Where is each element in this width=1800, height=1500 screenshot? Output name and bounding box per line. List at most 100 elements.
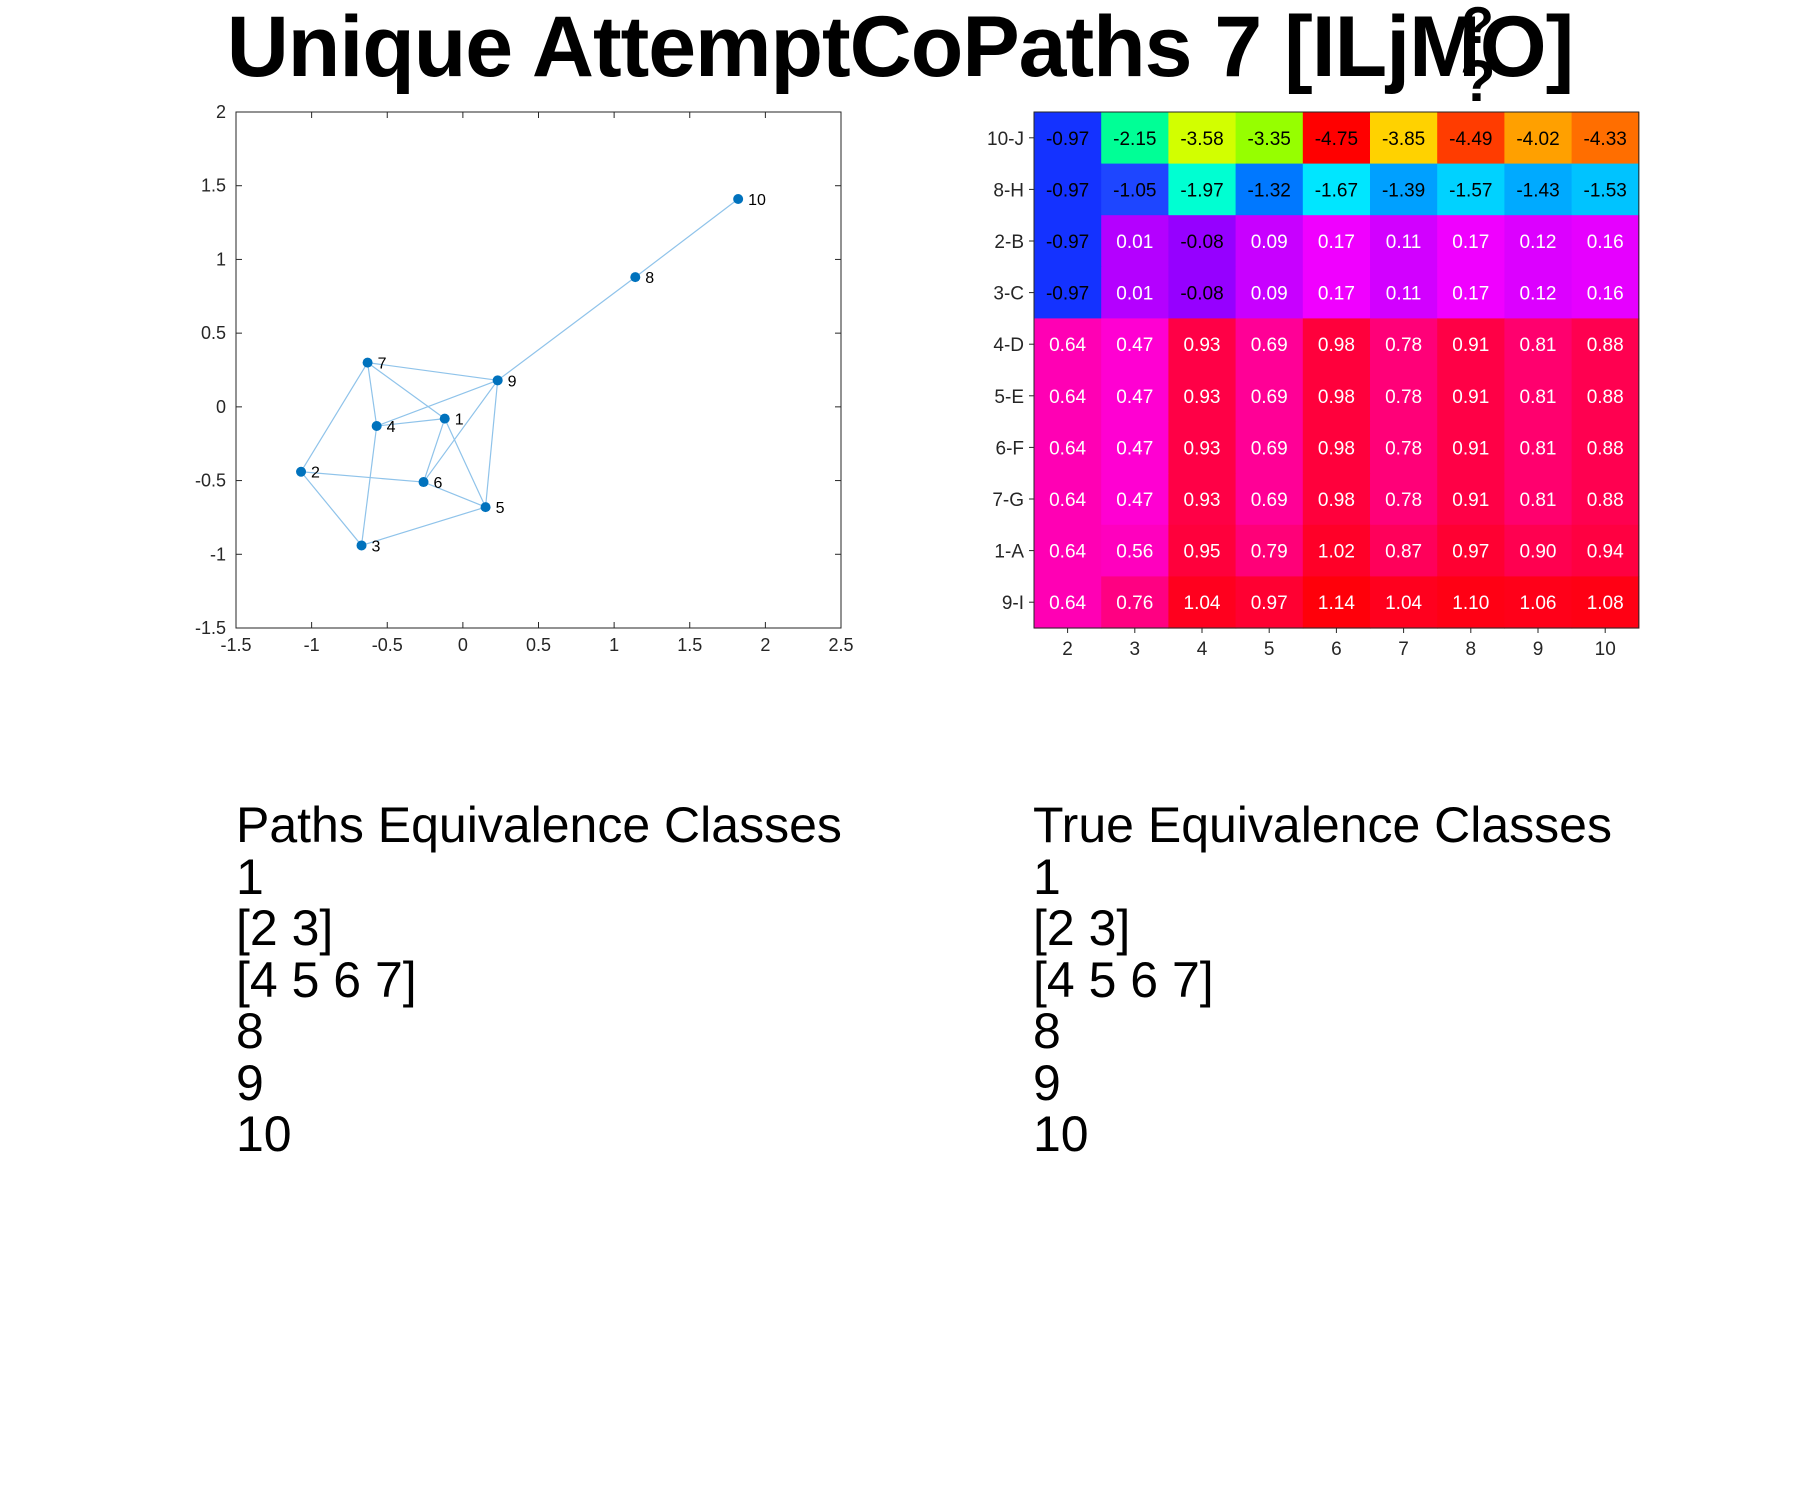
- heatmap-cell: [1504, 215, 1573, 268]
- heatmap-cell-label: 1.08: [1587, 593, 1624, 614]
- heatmap-cell-label: 0.17: [1318, 284, 1355, 305]
- heatmap-cell-label: 0.93: [1184, 490, 1221, 511]
- y-tick-label: 1: [216, 249, 226, 269]
- heatmap-cell-label: 0.64: [1049, 542, 1086, 563]
- heatmap-cell-label: 0.81: [1520, 387, 1557, 408]
- heatmap-cell: [1235, 318, 1304, 371]
- heatmap-cell: [1168, 370, 1237, 423]
- heatmap-cell: [1571, 524, 1640, 577]
- heatmap-cell-label: 0.97: [1452, 542, 1489, 563]
- heatmap-cell-label: 0.81: [1520, 438, 1557, 459]
- heatmap-cell-label: 0.11: [1386, 284, 1422, 305]
- heatmap-cell: [1571, 370, 1640, 423]
- heatmap-cell: [1571, 163, 1640, 216]
- heatmap-cell-label: 0.01: [1116, 284, 1153, 305]
- heatmap-cell: [1302, 112, 1371, 165]
- heatmap-cell-label: -1.97: [1180, 180, 1223, 201]
- paths-class-item: 8: [236, 1003, 264, 1059]
- heatmap-cell: [1168, 266, 1237, 319]
- heatmap-cell: [1235, 215, 1304, 268]
- heatmap-cell: [1034, 215, 1102, 268]
- page-title: Unique AttemptCoPaths 7 [ILjMO]: [0, 4, 1800, 90]
- graph-plot: -1.5 -1 -0.5 0 0.5 1 1.5 2 2.5 -1.5 -1 -0.5 0 0.5 1 1.5…: [195, 102, 854, 655]
- heatmap-cell-label: -3.58: [1180, 129, 1223, 150]
- heatmap-cell: [1370, 576, 1438, 629]
- true-class-item: [4 5 6 7]: [1033, 951, 1214, 1008]
- heatmap-cell: [1504, 163, 1573, 216]
- heatmap-cell-label: 1.04: [1184, 593, 1221, 614]
- node-label: 7: [378, 356, 387, 373]
- node-label: 10: [748, 192, 766, 209]
- node-label: 5: [496, 500, 505, 517]
- heatmap-cell: [1168, 421, 1237, 474]
- x-tick-label: 2.5: [828, 635, 853, 655]
- heatmap-cell-label: 0.09: [1251, 232, 1288, 253]
- graph-node: [733, 193, 744, 204]
- heatmap-cell-label: 0.91: [1452, 387, 1489, 408]
- heatmap-row-label: 6-F: [996, 438, 1025, 459]
- heatmap-row-label: 7-G: [992, 490, 1024, 511]
- heatmap-cell: [1437, 576, 1505, 629]
- heatmap-cell: [1101, 421, 1169, 474]
- graph-edge: [422, 418, 446, 483]
- heatmap-cell: [1168, 473, 1237, 526]
- heatmap-cell-label: 0.93: [1184, 335, 1221, 356]
- heatmap-col-label: 7: [1398, 639, 1409, 660]
- heatmap-cell-label: -4.75: [1315, 129, 1358, 150]
- heatmap-cell: [1571, 576, 1640, 629]
- heatmap-cell-label: 0.88: [1587, 438, 1624, 459]
- heatmap-cell: [1034, 318, 1102, 371]
- heatmap-row-label: 8-H: [993, 180, 1024, 201]
- heatmap-cell: [1101, 473, 1169, 526]
- heatmap-cell: [1370, 215, 1438, 268]
- heatmap-cell-label: 0.01: [1116, 232, 1153, 253]
- heatmap-cell: [1571, 266, 1640, 319]
- heatmap-cell: [1235, 473, 1304, 526]
- heatmap-cell-label: -1.53: [1584, 180, 1627, 201]
- graph-edge: [366, 362, 378, 427]
- y-tick-label: -1.5: [195, 618, 226, 638]
- heatmap-cell: [1302, 576, 1371, 629]
- heatmap-col-label: 2: [1062, 639, 1073, 660]
- graph-edge: [361, 506, 486, 547]
- charts-canvas: -1.5 -1 -0.5 0 0.5 1 1.5 2 2.5 -1.5 -1 -0.5 0 0.5 1 1.5…: [195, 102, 1640, 660]
- heatmap-cell-label: -1.32: [1248, 180, 1291, 201]
- true-equivalence-classes: True Equivalence Classes 1 [2 3] [4 5 6 …: [1033, 799, 1612, 1161]
- paths-class-item: [2 3]: [236, 900, 334, 956]
- heatmap-cell: [1302, 318, 1371, 371]
- true-class-item: 9: [1033, 1054, 1061, 1111]
- heatmap-cell-label: 0.64: [1049, 387, 1086, 408]
- heatmap-cell: [1370, 524, 1438, 577]
- heatmap-cell: [1302, 524, 1371, 577]
- heatmap-cell: [1034, 163, 1102, 216]
- heatmap-row-label: 1-A: [994, 542, 1024, 563]
- heatmap-cell-label: -4.02: [1516, 129, 1559, 150]
- paths-class-item: 10: [236, 1106, 292, 1162]
- heatmap-cell: [1168, 112, 1237, 165]
- heatmap-cell: [1437, 524, 1505, 577]
- graph-edge: [367, 362, 498, 381]
- y-tick-label: 0: [216, 397, 226, 417]
- heatmap-cell: [1437, 370, 1505, 423]
- heatmap-cell-label: 0.93: [1184, 387, 1221, 408]
- heatmap-cell: [1302, 163, 1371, 216]
- heatmap-cell-label: -4.49: [1449, 129, 1492, 150]
- heatmap-cell-label: 0.79: [1251, 542, 1288, 563]
- heatmap-cell-label: 0.17: [1452, 232, 1489, 253]
- heatmap-col-label: 9: [1533, 639, 1544, 660]
- heatmap-cell: [1504, 266, 1573, 319]
- heatmap-cell-label: 0.47: [1116, 438, 1153, 459]
- heatmap-cell-label: -3.35: [1248, 129, 1291, 150]
- graph-edge: [300, 362, 369, 473]
- heatmap-col-label: 3: [1130, 639, 1141, 660]
- heatmap-cell-label: 0.98: [1318, 335, 1355, 356]
- heatmap-cell-label: 0.93: [1184, 438, 1221, 459]
- heatmap-cell: [1370, 318, 1438, 371]
- heatmap-cell: [1168, 524, 1237, 577]
- heatmap-cell: [1571, 473, 1640, 526]
- title-glyph-upper: ?: [1462, 0, 1494, 55]
- graph-node: [362, 357, 373, 368]
- heatmap-cell-label: 0.64: [1049, 335, 1086, 356]
- heatmap-cell: [1370, 266, 1438, 319]
- true-class-item: 8: [1033, 1003, 1061, 1059]
